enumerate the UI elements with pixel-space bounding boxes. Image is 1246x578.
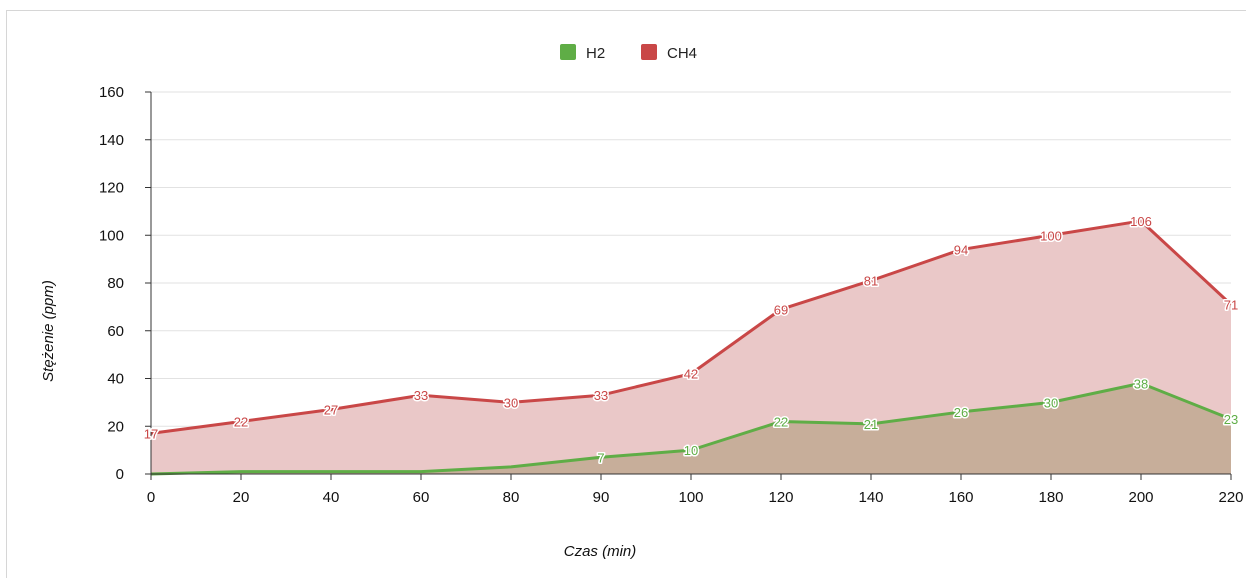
data-label-ch4-90: 33 (594, 388, 608, 403)
data-label-h2-220: 23 (1224, 412, 1238, 427)
data-label-ch4-120: 69 (774, 302, 788, 317)
y-tick-label-20: 20 (107, 418, 124, 435)
data-label-ch4-100: 42 (684, 367, 698, 382)
x-tick-label-20: 20 (233, 489, 250, 506)
data-label-ch4-220: 71 (1224, 297, 1238, 312)
x-tick-label-140: 140 (858, 489, 883, 506)
data-label-ch4-60: 33 (414, 388, 428, 403)
x-tick-label-200: 200 (1128, 489, 1153, 506)
line-h2 (150, 381, 1232, 476)
legend[interactable]: H2 CH4 (560, 44, 697, 62)
x-tick-label-120: 120 (768, 489, 793, 506)
data-label-ch4-20: 22 (234, 414, 248, 429)
data-label-ch4-180: 100 (1040, 228, 1062, 243)
legend-label-ch4: CH4 (667, 45, 697, 62)
data-label-h2-90: 7 (597, 450, 604, 465)
series-lines (150, 219, 1233, 476)
data-label-ch4-160: 94 (954, 243, 968, 258)
x-tick-label-0: 0 (147, 489, 155, 506)
y-tick-label-100: 100 (99, 227, 124, 244)
data-label-h2-160: 26 (954, 405, 968, 420)
y-tick-label-40: 40 (107, 371, 124, 388)
x-tick-label-180: 180 (1038, 489, 1063, 506)
y-tick-label-140: 140 (99, 132, 124, 149)
data-label-ch4-0: 17 (144, 426, 158, 441)
axes: 0 20 40 60 80 100 120 140 160 0 20 40 60 80 90 100 120 14… (99, 84, 1244, 506)
data-label-h2-180: 30 (1044, 395, 1058, 410)
data-label-ch4-40: 27 (324, 403, 338, 418)
x-tick-label-40: 40 (323, 489, 340, 506)
x-tick-label-100: 100 (678, 489, 703, 506)
x-tick-label-80: 80 (503, 489, 520, 506)
x-tick-label-160: 160 (948, 489, 973, 506)
data-label-h2-120: 22 (774, 414, 788, 429)
line-ch4 (150, 219, 1233, 435)
data-labels: 7 10 22 21 26 30 38 23 17 22 27 33 30 33 42 69 81 94 100 10… (142, 212, 1239, 466)
data-label-h2-200: 38 (1134, 376, 1148, 391)
legend-item-ch4[interactable]: CH4 (641, 44, 697, 62)
series-areas (151, 220, 1231, 474)
y-tick-label-160: 160 (99, 84, 124, 101)
legend-item-h2[interactable]: H2 (560, 44, 605, 62)
x-tick-label-60: 60 (413, 489, 430, 506)
area-h2 (151, 383, 1231, 474)
x-tick-label-90: 90 (593, 489, 610, 506)
data-label-h2-100: 10 (684, 443, 698, 458)
data-label-ch4-200: 106 (1130, 214, 1152, 229)
y-tick-label-60: 60 (107, 323, 124, 340)
y-tick-label-120: 120 (99, 180, 124, 197)
legend-swatch-h2 (560, 44, 576, 60)
y-tick-label-80: 80 (107, 275, 124, 292)
y-tick-label-0: 0 (116, 466, 124, 483)
data-label-h2-140: 21 (864, 417, 878, 432)
x-tick-label-220: 220 (1218, 489, 1243, 506)
y-axis-title: Stężenie (ppm) (40, 280, 57, 382)
legend-swatch-ch4 (641, 44, 657, 60)
x-axis-title: Czas (min) (564, 543, 637, 560)
legend-label-h2: H2 (586, 45, 605, 62)
chart-frame (6, 10, 1246, 578)
data-label-ch4-140: 81 (864, 274, 878, 289)
data-label-ch4-80: 30 (504, 395, 518, 410)
